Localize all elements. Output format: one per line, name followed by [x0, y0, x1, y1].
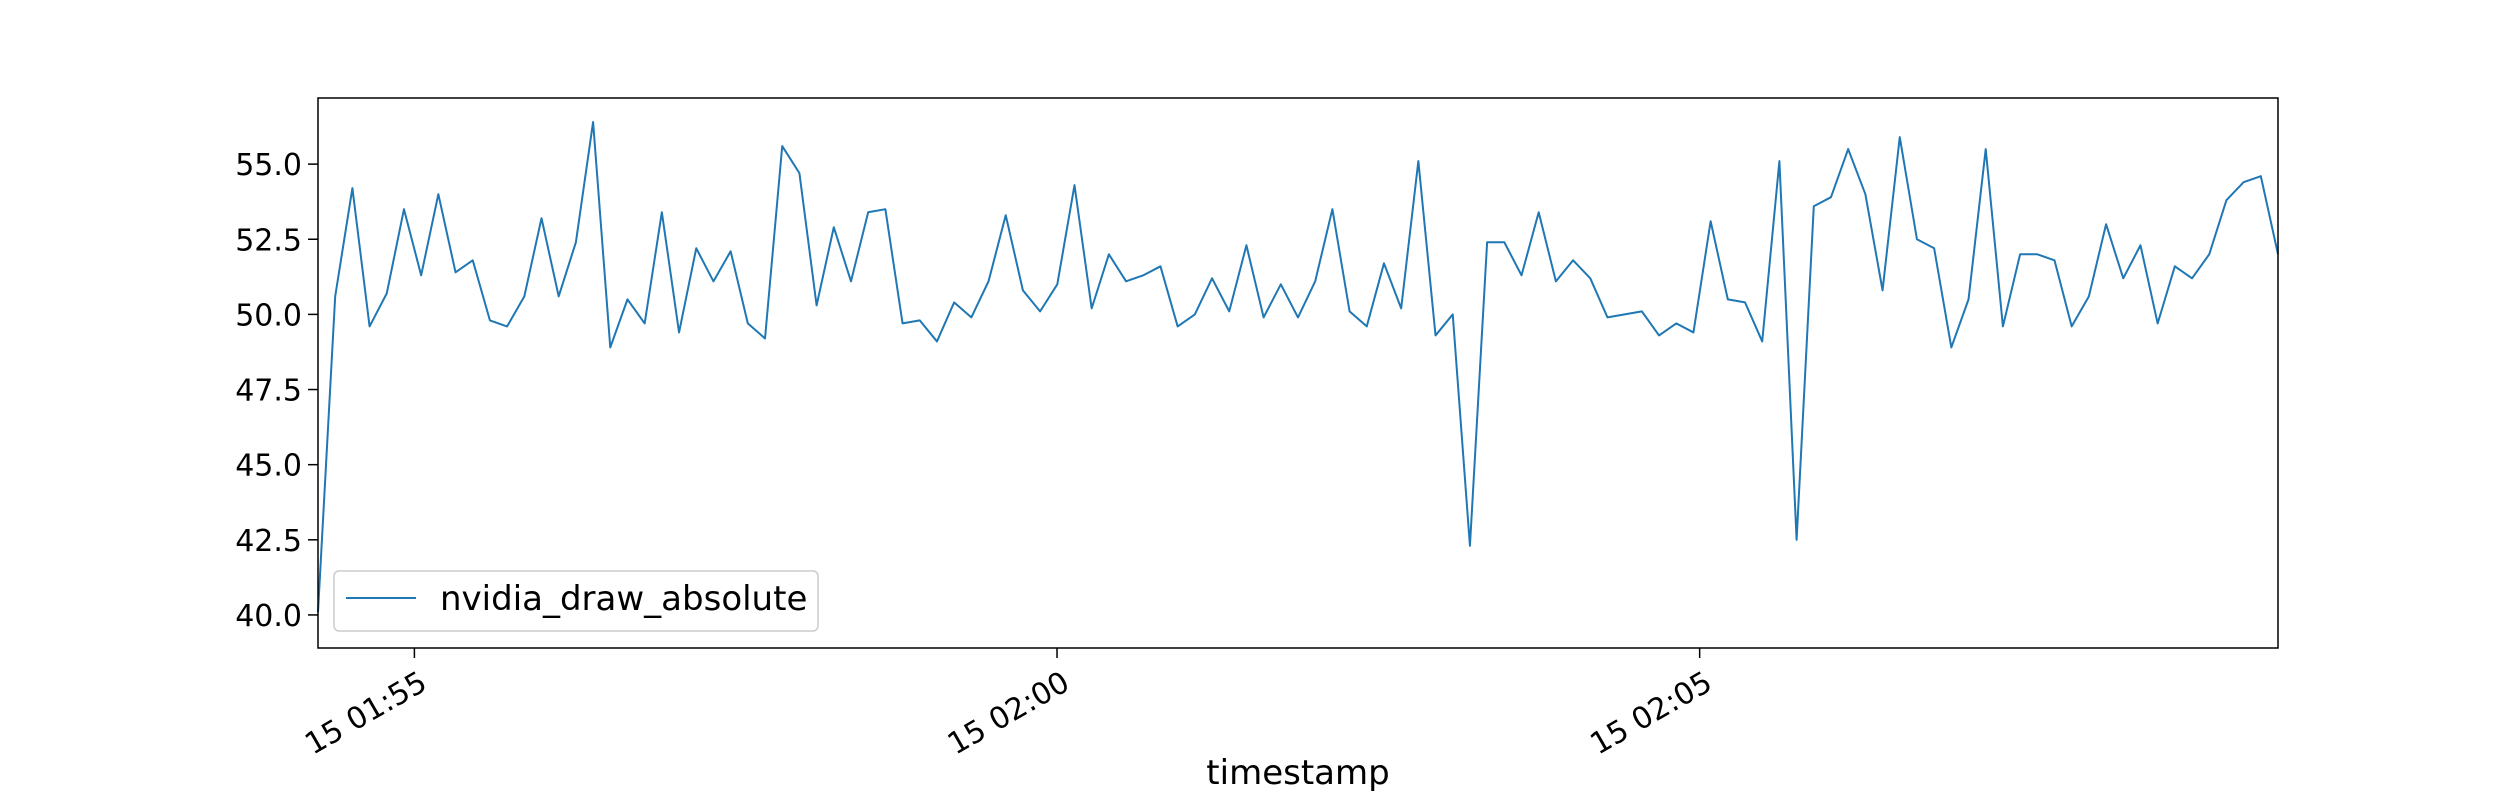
y-tick-label: 42.5 [235, 524, 302, 559]
series-layer [317, 121, 2279, 612]
x-axis-title: timestamp [1206, 753, 1389, 793]
y-axis: 40.0 42.5 45.0 47.5 50.0 52.5 55.0 [235, 148, 318, 634]
y-tick-label: 45.0 [235, 449, 302, 484]
plot-background [318, 98, 2278, 648]
x-tick-label: 15 02:00 [942, 665, 1076, 762]
y-tick-label: 40.0 [235, 599, 302, 634]
x-tick-label: 15 02:05 [1584, 665, 1718, 762]
plot-frame [317, 97, 2279, 649]
legend-box [333, 570, 819, 632]
y-tick-label: 52.5 [235, 223, 302, 258]
y-tick-label: 47.5 [235, 374, 302, 409]
series-line-nvidia_draw_absolute [317, 121, 2279, 612]
x-axis: 15 01:55 15 02:00 15 02:05 [299, 648, 1718, 762]
y-tick-label: 55.0 [235, 148, 302, 183]
legend: nvidia_draw_absolute [333, 570, 819, 632]
y-tick-label: 50.0 [235, 298, 302, 333]
x-tick-label: 15 01:55 [299, 665, 433, 762]
legend-label: nvidia_draw_absolute [440, 579, 807, 619]
